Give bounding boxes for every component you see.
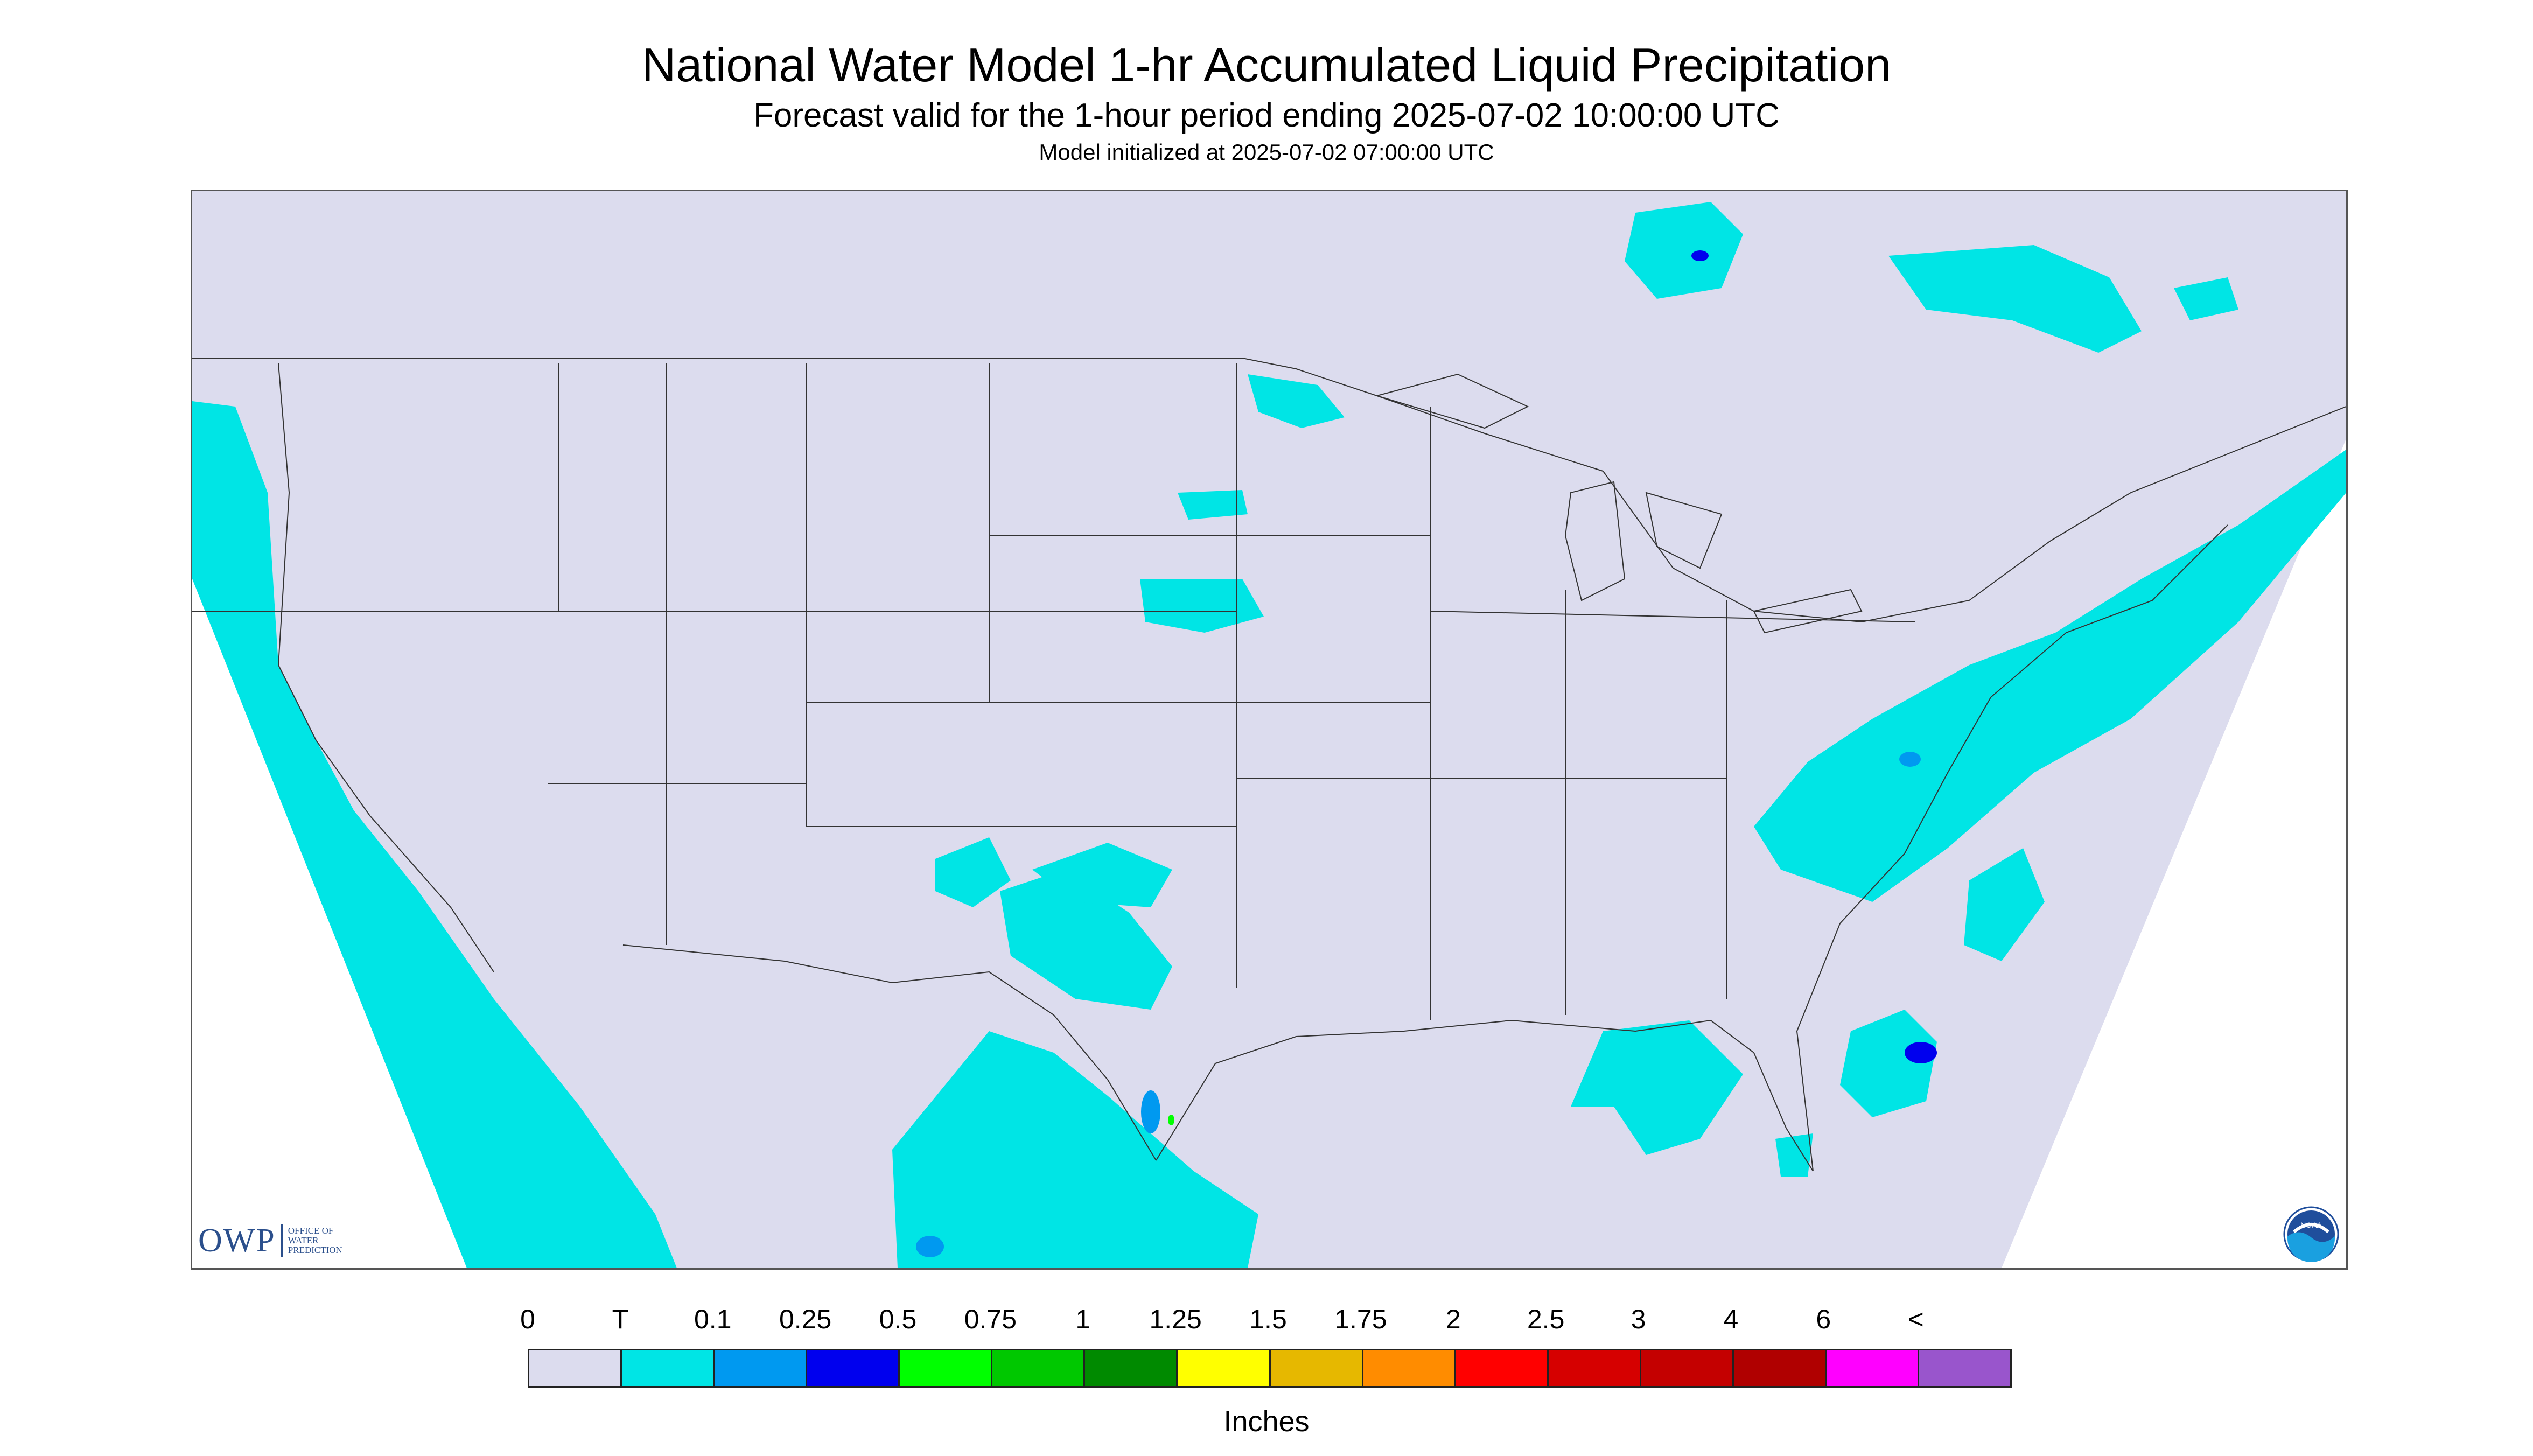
great-lakes-outline (1375, 373, 1863, 634)
legend-swatch (1641, 1350, 1734, 1386)
legend-tick-label: 1.75 (1334, 1304, 1387, 1334)
legend-swatch (1270, 1350, 1363, 1386)
legend-swatch (715, 1350, 808, 1386)
rain-quebec-a (1625, 202, 1743, 299)
rain-mn (1248, 374, 1345, 428)
owp-logo-subtext: OFFICE OF WATER PREDICTION (288, 1226, 369, 1255)
owp-logo-wordmark: OWP (198, 1222, 276, 1259)
rain-core-blue-3 (1899, 752, 1921, 767)
mexico-border (622, 944, 1157, 1161)
legend-tick-label: 0.75 (964, 1304, 1017, 1334)
legend-tick-label: 2.5 (1527, 1304, 1565, 1334)
rain-gulf-florida (1571, 1020, 1743, 1155)
legend-tick-label: < (1908, 1304, 1924, 1334)
legend-swatch (1178, 1350, 1271, 1386)
legend-tick-label: 1.5 (1249, 1304, 1287, 1334)
legend-tick-label: 0.25 (779, 1304, 832, 1334)
legend-tick-label: 1 (1075, 1304, 1091, 1334)
legend-swatch (992, 1350, 1086, 1386)
gulf-coast (1156, 1019, 1814, 1172)
state-lines-vertical (558, 363, 1727, 1020)
owp-sub-line-3: PREDICTION (288, 1245, 342, 1255)
rain-quebec-b (1888, 245, 2142, 353)
rain-east-coast (1754, 450, 2346, 902)
west-coast (277, 363, 494, 972)
legend-tick-label: 0 (520, 1304, 535, 1334)
legend-tick-label: 2 (1445, 1304, 1461, 1334)
legend-swatch (1919, 1350, 2010, 1386)
rain-nm-border (935, 837, 1011, 907)
legend-tick-label: 3 (1631, 1304, 1646, 1334)
owp-logo: OWP OFFICE OF WATER PREDICTION (198, 1221, 369, 1260)
rain-quebec-c (2174, 277, 2238, 320)
legend-swatch (1085, 1350, 1178, 1386)
rain-west-texas (1032, 843, 1172, 907)
noaa-logo: NOAA (2283, 1206, 2339, 1262)
model-init-line: Model initialized at 2025-07-02 07:00:00… (1039, 139, 1494, 165)
legend-tick-label: 1.25 (1149, 1304, 1202, 1334)
owp-sub-line-1: OFFICE OF (288, 1226, 334, 1236)
legend-swatch (529, 1350, 622, 1386)
rain-atlantic-offshore (1964, 848, 2045, 961)
heavier-precipitation-cores (916, 250, 1937, 1257)
legend-swatch (1733, 1350, 1827, 1386)
color-legend (528, 1349, 2012, 1388)
canada-border (192, 358, 2346, 623)
rain-rio-grande (1000, 870, 1172, 1010)
rain-core-blue-5 (916, 1236, 944, 1257)
legend-tick-label: 0.1 (694, 1304, 732, 1334)
legend-units-label: Inches (1223, 1405, 1310, 1438)
rain-core-blue-1 (1141, 1090, 1160, 1133)
legend-swatch (1548, 1350, 1641, 1386)
legend-tick-label: 6 (1816, 1304, 1831, 1334)
legend-swatch (622, 1350, 715, 1386)
rain-bahamas (1840, 1010, 1937, 1117)
legend-swatch (1363, 1350, 1456, 1386)
legend-tick-label: 4 (1723, 1304, 1739, 1334)
legend-tick-label: T (612, 1304, 629, 1334)
legend-swatch (900, 1350, 993, 1386)
rain-core-blue-2 (1905, 1042, 1937, 1063)
model-domain (192, 191, 2346, 1268)
owp-logo-separator (281, 1224, 283, 1257)
map-title: National Water Model 1-hr Accumulated Li… (641, 38, 1892, 92)
owp-sub-line-2: WATER (288, 1235, 319, 1245)
legend-swatch (1826, 1350, 1919, 1386)
atlantic-coast (1796, 524, 2228, 1172)
rain-nebraska (1140, 579, 1264, 633)
legend-swatch (807, 1350, 900, 1386)
rain-sd (1178, 490, 1248, 520)
legend-tick-label: 0.5 (879, 1304, 917, 1334)
state-lines-horizontal (192, 535, 1916, 827)
rain-core-blue-4 (1691, 250, 1709, 261)
rain-florida-keys (1775, 1133, 1813, 1177)
precipitation-areas (192, 202, 2346, 1268)
political-boundaries (192, 358, 2346, 1172)
map-subtitle: Forecast valid for the 1-hour period end… (753, 97, 1780, 134)
noaa-logo-text: NOAA (2300, 1221, 2322, 1229)
rain-core-green (1168, 1115, 1174, 1125)
precipitation-map (191, 190, 2348, 1270)
rain-mexico-texas (892, 1031, 1258, 1268)
legend-swatch (1456, 1350, 1549, 1386)
rain-pacific-coast (192, 401, 677, 1268)
